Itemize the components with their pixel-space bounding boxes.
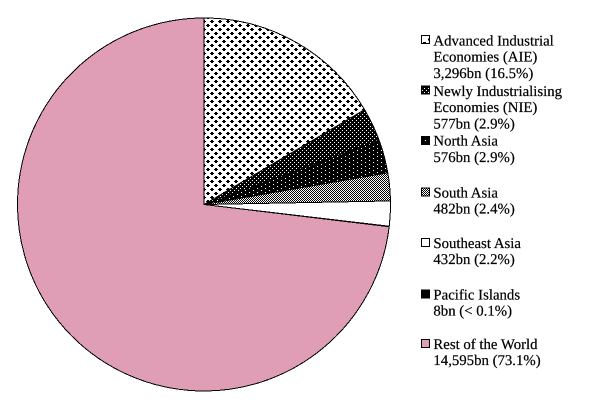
svg-text:482bn (2.4%): 482bn (2.4%) <box>433 202 514 218</box>
svg-text:North Asia: North Asia <box>433 134 498 150</box>
svg-text:South Asia: South Asia <box>433 185 498 201</box>
svg-text:Economies (AIE): Economies (AIE) <box>433 50 537 66</box>
svg-text:Newly Industrialising: Newly Industrialising <box>433 84 562 100</box>
svg-text:14,595bn (73.1%): 14,595bn (73.1%) <box>433 353 540 369</box>
svg-text:Rest of the World: Rest of the World <box>433 337 538 353</box>
svg-text:Advanced Industrial: Advanced Industrial <box>433 33 553 49</box>
svg-text:577bn (2.9%): 577bn (2.9%) <box>433 116 514 132</box>
svg-text:Pacific Islands: Pacific Islands <box>433 287 520 303</box>
svg-text:3,296bn (16.5%): 3,296bn (16.5%) <box>433 66 533 82</box>
svg-text:Southeast Asia: Southeast Asia <box>433 236 521 252</box>
svg-text:432bn (2.2%): 432bn (2.2%) <box>433 252 514 268</box>
svg-text:Economies (NIE): Economies (NIE) <box>433 100 537 116</box>
svg-text:8bn (< 0.1%): 8bn (< 0.1%) <box>433 304 512 320</box>
svg-text:576bn (2.9%): 576bn (2.9%) <box>433 150 514 166</box>
